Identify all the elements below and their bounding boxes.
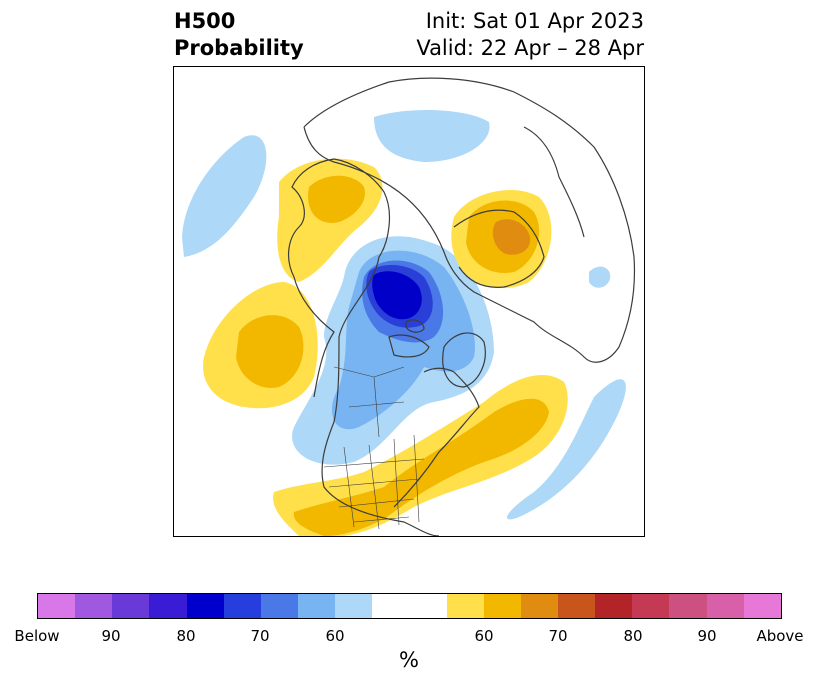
colorbar-segment: [372, 594, 410, 618]
colorbar-segment: [557, 594, 596, 618]
colorbar-segment: [260, 594, 298, 618]
init-date: Init: Sat 01 Apr 2023: [425, 9, 644, 33]
below-normal-regions: [182, 110, 626, 520]
tick-below-90: 90: [101, 627, 121, 645]
above-normal-regions: [203, 158, 568, 536]
tick-above: Above: [756, 627, 804, 645]
atlantic-blue-region: [507, 379, 626, 520]
colorbar-segment: [706, 594, 744, 618]
colorbar-segment: [335, 594, 373, 618]
eurasia-outline: [303, 77, 636, 363]
colorbar-unit: %: [399, 648, 419, 672]
valid-dates: Valid: 22 Apr – 28 Apr: [416, 36, 644, 60]
pacific-blue-region: [182, 135, 267, 257]
colorbar-segment: [446, 594, 484, 618]
arctic-islands-outline: [388, 319, 430, 358]
pacific-yellow-dark: [236, 315, 304, 388]
tick-below-60: 60: [325, 627, 345, 645]
europe-blue-spot: [589, 266, 611, 288]
scandinavia-yellow-core: [492, 219, 531, 255]
chart-title: H500 Probability: [174, 8, 304, 62]
colorbar-segment: [297, 594, 336, 618]
chart-dates: Init: Sat 01 Apr 2023 Valid: 22 Apr – 28…: [416, 8, 644, 62]
colorbar-segment: [186, 594, 224, 618]
colorbar-segment: [223, 594, 261, 618]
land-outlines: [287, 77, 636, 536]
us-state-lines: [323, 366, 425, 530]
tick-above-90: 90: [697, 627, 717, 645]
title-type: Probability: [174, 36, 304, 60]
asia-detail-outline: [523, 126, 585, 238]
colorbar-segment: [520, 594, 558, 618]
europe-detail-outline: [453, 209, 545, 288]
state-line: [343, 434, 420, 530]
tick-below-80: 80: [176, 627, 196, 645]
colorbar-segment: [75, 594, 113, 618]
colorbar-segment: [149, 594, 187, 618]
siberia-blue-region: [374, 110, 490, 162]
colorbar-segment: [483, 594, 521, 618]
canada-province-line: [333, 366, 405, 438]
colorbar-segment: [112, 594, 150, 618]
colorbar-segment: [38, 594, 76, 618]
north-america-east-outline: [393, 367, 480, 508]
tick-below: Below: [14, 627, 60, 645]
arctic-blue-core: [372, 271, 422, 320]
colorbar-segment: [632, 594, 670, 618]
tick-below-70: 70: [250, 627, 270, 645]
probability-map: [173, 66, 645, 537]
colorbar-segment: [743, 594, 781, 618]
north-america-outline: [287, 158, 440, 536]
state-line: [323, 458, 425, 523]
colorbar-segment: [595, 594, 633, 618]
tick-above-60: 60: [474, 627, 494, 645]
title-variable: H500: [174, 9, 236, 33]
us-atlantic-yellow-dark: [293, 398, 549, 536]
colorbar-segment: [669, 594, 707, 618]
tick-above-70: 70: [548, 627, 568, 645]
colorbar: [37, 593, 782, 619]
colorbar-segment: [409, 594, 447, 618]
alaska-yellow-dark: [308, 175, 365, 223]
tick-above-80: 80: [623, 627, 643, 645]
map-canvas: [182, 77, 636, 536]
greenland-outline: [442, 332, 486, 388]
